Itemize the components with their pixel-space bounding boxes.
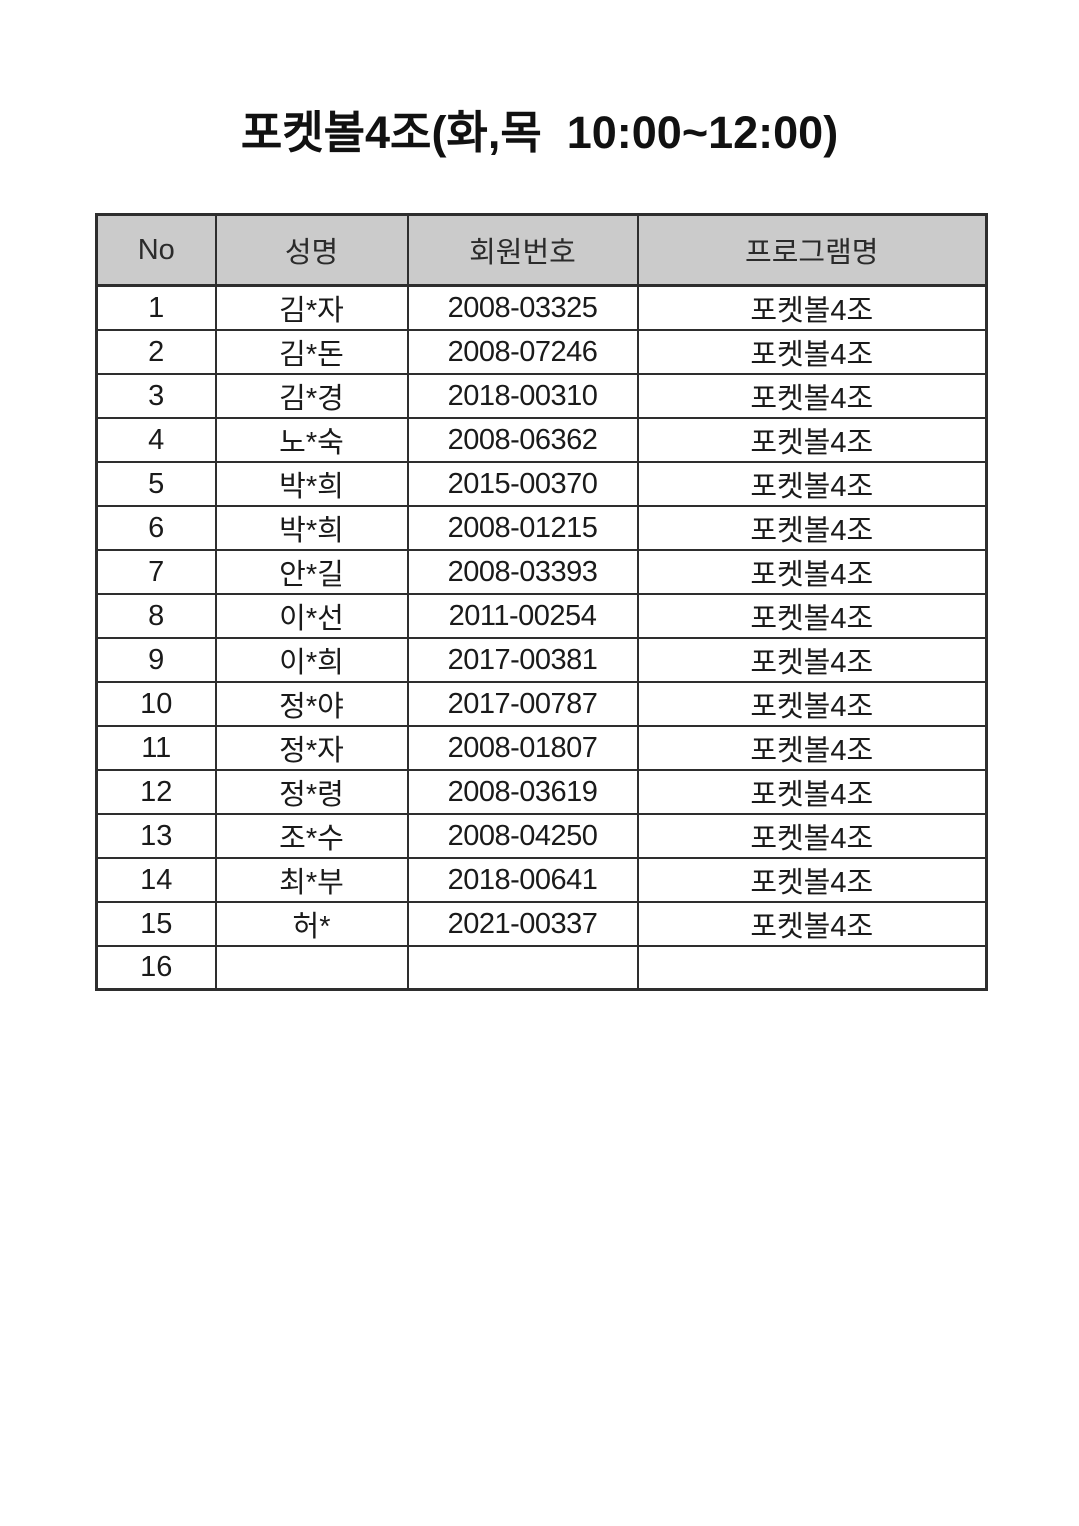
table-row: 2 김*돈 2008-07246 포켓볼4조 xyxy=(95,329,988,375)
cell-member-id: 2011-00254 xyxy=(406,593,639,639)
cell-no: 16 xyxy=(95,944,217,991)
cell-no: 10 xyxy=(95,681,217,727)
cell-name: 노*숙 xyxy=(214,417,409,463)
table-row: 12 정*령 2008-03619 포켓볼4조 xyxy=(95,769,988,815)
cell-name: 정*자 xyxy=(214,725,409,771)
cell-no: 15 xyxy=(95,901,217,947)
cell-program: 포켓볼4조 xyxy=(636,813,988,859)
cell-no: 11 xyxy=(95,725,217,771)
column-header-member-id: 회원번호 xyxy=(406,213,639,287)
cell-member-id xyxy=(406,944,639,991)
cell-name xyxy=(214,944,409,991)
cell-program: 포켓볼4조 xyxy=(636,769,988,815)
cell-no: 12 xyxy=(95,769,217,815)
table-body: 1 김*자 2008-03325 포켓볼4조 2 김*돈 2008-07246 … xyxy=(95,284,988,991)
cell-name: 조*수 xyxy=(214,813,409,859)
cell-member-id: 2008-01807 xyxy=(406,725,639,771)
cell-program: 포켓볼4조 xyxy=(636,637,988,683)
cell-member-id: 2008-06362 xyxy=(406,417,639,463)
table-row: 3 김*경 2018-00310 포켓볼4조 xyxy=(95,373,988,419)
table-row: 8 이*선 2011-00254 포켓볼4조 xyxy=(95,593,988,639)
cell-member-id: 2017-00787 xyxy=(406,681,639,727)
cell-member-id: 2008-03619 xyxy=(406,769,639,815)
cell-member-id: 2008-03393 xyxy=(406,549,639,595)
cell-no: 2 xyxy=(95,329,217,375)
table-row: 4 노*숙 2008-06362 포켓볼4조 xyxy=(95,417,988,463)
cell-program: 포켓볼4조 xyxy=(636,681,988,727)
cell-program: 포켓볼4조 xyxy=(636,593,988,639)
cell-program: 포켓볼4조 xyxy=(636,329,988,375)
cell-no: 9 xyxy=(95,637,217,683)
cell-no: 6 xyxy=(95,505,217,551)
table-row: 13 조*수 2008-04250 포켓볼4조 xyxy=(95,813,988,859)
cell-name: 이*희 xyxy=(214,637,409,683)
cell-member-id: 2018-00641 xyxy=(406,857,639,903)
table-row: 14 최*부 2018-00641 포켓볼4조 xyxy=(95,857,988,903)
column-header-no: No xyxy=(95,213,217,287)
table-row: 5 박*희 2015-00370 포켓볼4조 xyxy=(95,461,988,507)
cell-no: 5 xyxy=(95,461,217,507)
cell-member-id: 2018-00310 xyxy=(406,373,639,419)
column-header-name: 성명 xyxy=(214,213,409,287)
table-row: 16 xyxy=(95,944,988,991)
cell-name: 이*선 xyxy=(214,593,409,639)
table-row: 6 박*희 2008-01215 포켓볼4조 xyxy=(95,505,988,551)
header-row: No 성명 회원번호 프로그램명 xyxy=(95,213,988,287)
cell-program: 포켓볼4조 xyxy=(636,373,988,419)
roster-table: No 성명 회원번호 프로그램명 1 김*자 2008-03325 포켓볼4조 … xyxy=(95,213,988,991)
table-row: 15 허* 2021-00337 포켓볼4조 xyxy=(95,901,988,947)
cell-member-id: 2008-07246 xyxy=(406,329,639,375)
cell-name: 최*부 xyxy=(214,857,409,903)
table-row: 7 안*길 2008-03393 포켓볼4조 xyxy=(95,549,988,595)
cell-member-id: 2008-04250 xyxy=(406,813,639,859)
column-header-program: 프로그램명 xyxy=(636,213,988,287)
roster-table-container: No 성명 회원번호 프로그램명 1 김*자 2008-03325 포켓볼4조 … xyxy=(95,213,988,991)
table-header: No 성명 회원번호 프로그램명 xyxy=(95,213,988,287)
cell-program: 포켓볼4조 xyxy=(636,417,988,463)
table-row: 9 이*희 2017-00381 포켓볼4조 xyxy=(95,637,988,683)
cell-no: 7 xyxy=(95,549,217,595)
cell-name: 안*길 xyxy=(214,549,409,595)
cell-name: 정*야 xyxy=(214,681,409,727)
page-title: 포켓볼4조(화,목 10:00~12:00) xyxy=(240,107,839,158)
cell-name: 박*희 xyxy=(214,461,409,507)
cell-program: 포켓볼4조 xyxy=(636,857,988,903)
cell-program: 포켓볼4조 xyxy=(636,901,988,947)
table-row: 11 정*자 2008-01807 포켓볼4조 xyxy=(95,725,988,771)
cell-member-id: 2015-00370 xyxy=(406,461,639,507)
cell-program: 포켓볼4조 xyxy=(636,461,988,507)
table-row: 10 정*야 2017-00787 포켓볼4조 xyxy=(95,681,988,727)
cell-member-id: 2021-00337 xyxy=(406,901,639,947)
cell-program: 포켓볼4조 xyxy=(636,725,988,771)
cell-name: 김*자 xyxy=(214,284,409,331)
cell-program: 포켓볼4조 xyxy=(636,505,988,551)
cell-name: 김*경 xyxy=(214,373,409,419)
cell-no: 1 xyxy=(95,284,217,331)
cell-member-id: 2008-01215 xyxy=(406,505,639,551)
cell-program: 포켓볼4조 xyxy=(636,284,988,331)
cell-no: 13 xyxy=(95,813,217,859)
cell-name: 정*령 xyxy=(214,769,409,815)
cell-member-id: 2017-00381 xyxy=(406,637,639,683)
cell-name: 김*돈 xyxy=(214,329,409,375)
cell-no: 8 xyxy=(95,593,217,639)
cell-program xyxy=(636,944,988,991)
cell-no: 14 xyxy=(95,857,217,903)
cell-program: 포켓볼4조 xyxy=(636,549,988,595)
cell-member-id: 2008-03325 xyxy=(406,284,639,331)
cell-name: 허* xyxy=(214,901,409,947)
table-row: 1 김*자 2008-03325 포켓볼4조 xyxy=(95,284,988,331)
cell-name: 박*희 xyxy=(214,505,409,551)
cell-no: 4 xyxy=(95,417,217,463)
cell-no: 3 xyxy=(95,373,217,419)
